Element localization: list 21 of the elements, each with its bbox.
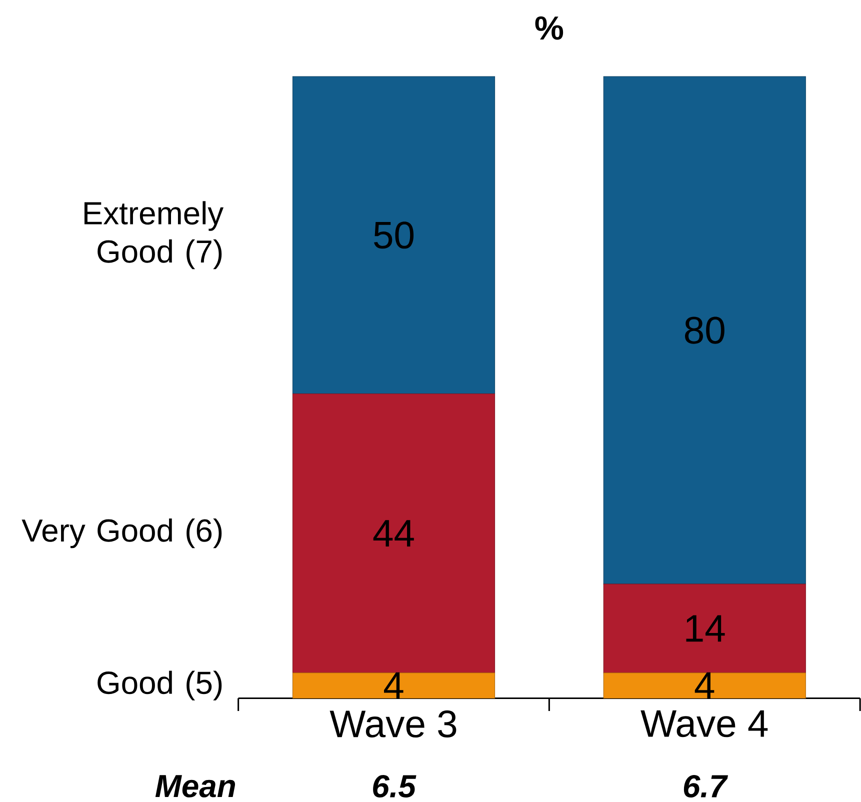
text: 6.5: [373, 775, 416, 798]
text: Mean: [155, 775, 236, 798]
bar: [292, 672, 496, 699]
text: Extremely Good (7): [84, 201, 224, 270]
data-label: 80: [685, 316, 724, 344]
chart-title: %: [535, 16, 564, 40]
bar: [292, 394, 496, 674]
data-label: 4: [384, 672, 404, 699]
text: 6.7: [684, 775, 728, 798]
bar: [292, 76, 496, 394]
text: Good (5): [98, 670, 222, 701]
x-tick-label: Wave 4: [640, 710, 768, 738]
bar: [603, 76, 806, 584]
data-label: 44: [373, 520, 414, 547]
data-label: 4: [694, 672, 714, 699]
data-label: 50: [374, 222, 414, 249]
bar: [603, 672, 806, 699]
text: Very Good (6): [22, 518, 222, 548]
bar: [603, 584, 806, 674]
data-label: 14: [686, 615, 725, 642]
x-tick-label: Wave 3: [330, 710, 456, 738]
